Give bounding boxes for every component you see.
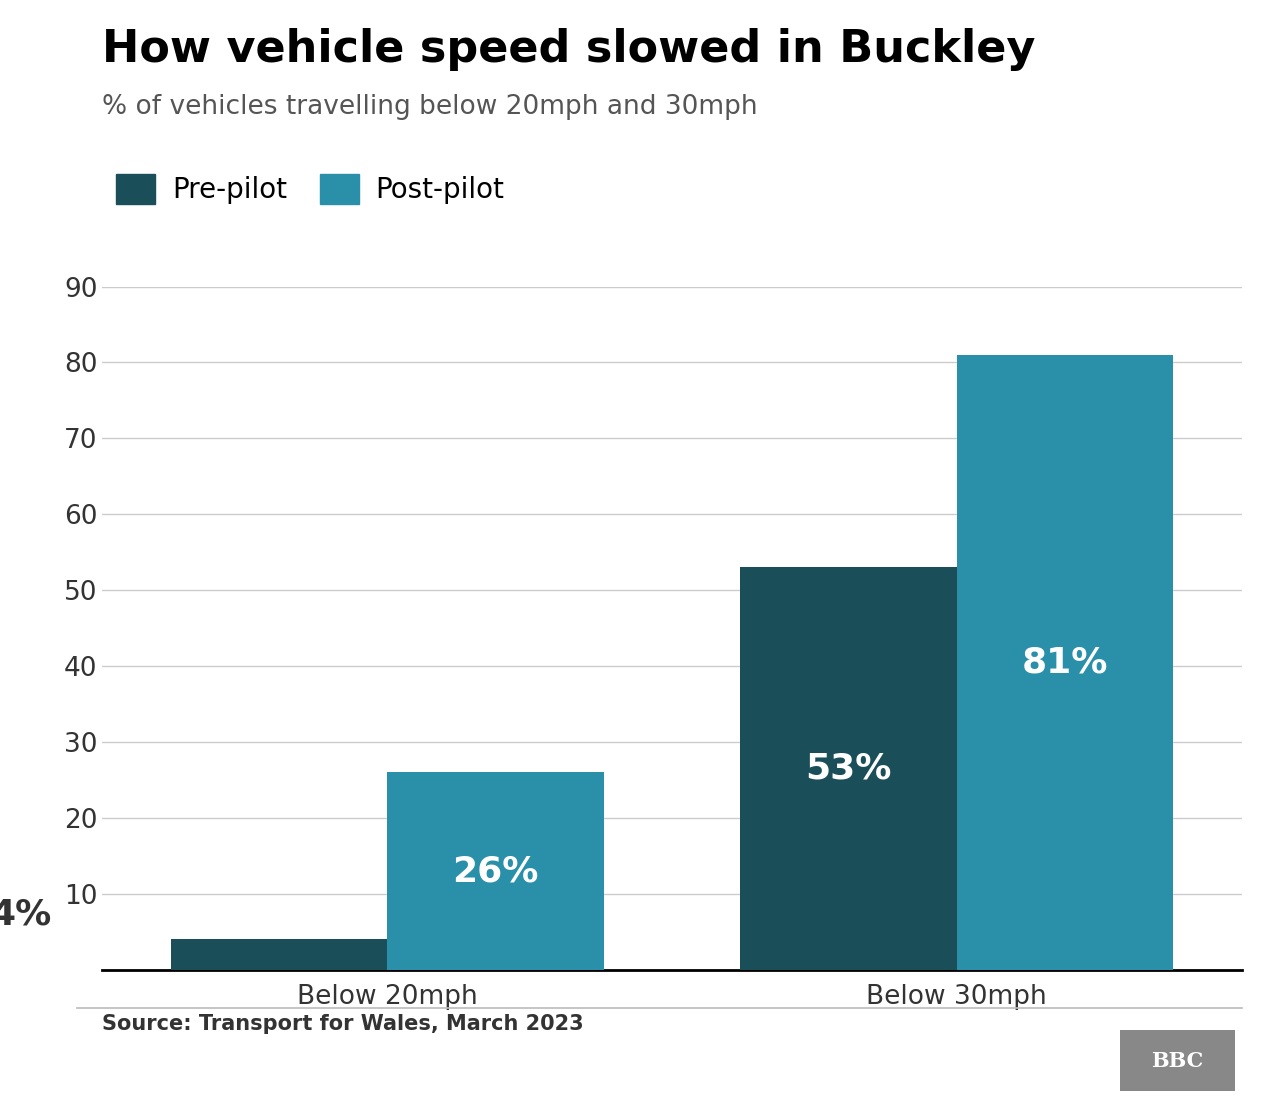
Bar [387,773,604,970]
Text: How vehicle speed slowed in Buckley: How vehicle speed slowed in Buckley [102,28,1036,71]
Text: 81%: 81% [1021,646,1108,679]
Text: BBC: BBC [1152,1050,1203,1071]
Text: 53%: 53% [805,752,892,786]
Text: 4%: 4% [0,898,51,932]
Text: % of vehicles travelling below 20mph and 30mph: % of vehicles travelling below 20mph and… [102,94,758,120]
Legend: Pre-pilot, Post-pilot: Pre-pilot, Post-pilot [116,174,504,204]
Bar [956,355,1174,970]
Text: Source: Transport for Wales, March 2023: Source: Transport for Wales, March 2023 [102,1014,584,1034]
Text: 26%: 26% [452,854,539,888]
Bar [740,568,956,970]
Bar [170,939,387,970]
